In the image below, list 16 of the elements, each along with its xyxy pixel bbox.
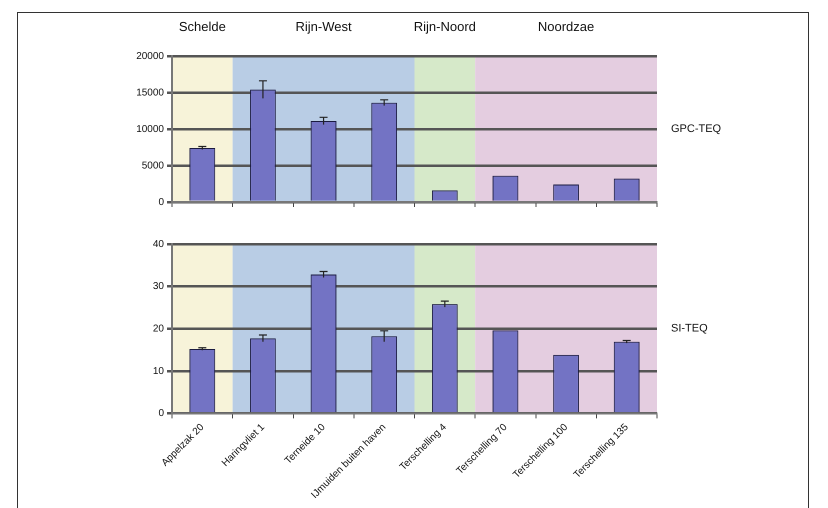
y-tick-label: 40: [152, 238, 164, 250]
y-tick-label: 0: [158, 196, 164, 208]
band-label: Rijn-West: [296, 19, 352, 34]
band-label: Noordzae: [538, 19, 594, 34]
y-tick-label: 30: [152, 281, 164, 292]
band-label: Rijn-Noord: [414, 19, 476, 34]
y-tick-label: 5000: [142, 160, 164, 172]
y-tick-label: 20: [152, 323, 164, 334]
y-tick-label: 15000: [136, 87, 164, 98]
y-tick-label: 10000: [136, 124, 164, 135]
band-label: Schelde: [178, 19, 226, 34]
y-tick-label: 20000: [136, 50, 164, 62]
y-axis-title: GPC-TEQ: [671, 123, 722, 136]
y-tick-label: 10: [152, 366, 164, 377]
y-tick-label: 0: [158, 408, 164, 420]
y-axis-title: SI-TEQ: [671, 322, 708, 335]
